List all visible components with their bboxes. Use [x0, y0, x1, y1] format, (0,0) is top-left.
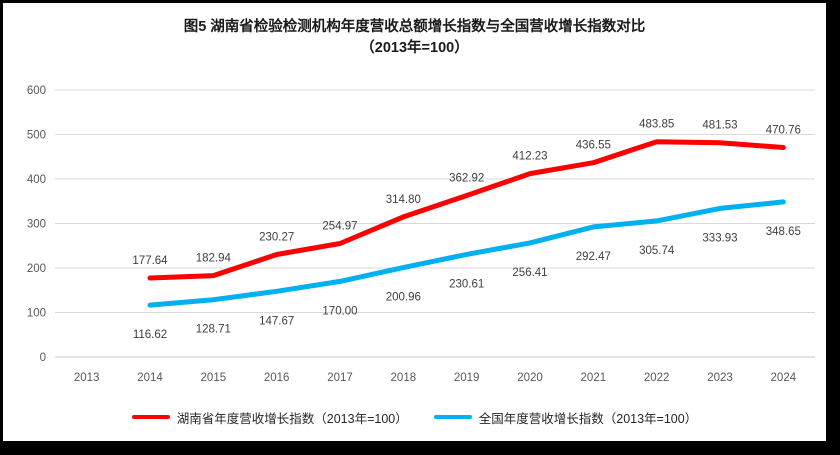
- x-axis-tick-label: 2020: [517, 372, 543, 384]
- x-axis-tick-label: 2014: [137, 372, 163, 384]
- data-label: 256.41: [512, 267, 547, 279]
- legend-label-hunan: 湖南省年度营收增长指数（2013年=100）: [176, 411, 408, 426]
- legend-label-national: 全国年度营收增长指数（2013年=100）: [478, 411, 698, 426]
- x-axis-tick-label: 2022: [644, 372, 670, 384]
- y-axis-tick-label: 200: [27, 263, 46, 275]
- x-axis-tick-label: 2017: [327, 372, 353, 384]
- data-label: 333.93: [702, 232, 737, 244]
- x-axis-tick-label: 2016: [264, 372, 290, 384]
- y-axis-tick-label: 300: [27, 219, 46, 231]
- data-label: 483.85: [639, 119, 674, 131]
- chart-canvas: 图5 湖南省检验检测机构年度营收总额增长指数与全国营收增长指数对比 （2013年…: [3, 3, 826, 441]
- x-axis-tick-label: 2024: [771, 372, 797, 384]
- data-label: 170.00: [322, 305, 357, 317]
- x-axis-tick-label: 2013: [74, 372, 100, 384]
- data-label: 470.76: [766, 125, 801, 137]
- data-label: 314.80: [386, 194, 421, 206]
- data-label: 436.55: [576, 140, 611, 152]
- y-axis-tick-label: 0: [40, 352, 46, 364]
- y-axis-tick-label: 400: [27, 174, 46, 186]
- data-label: 362.92: [449, 173, 484, 185]
- plot-area: 0 100 200 300 400 500 600 2013 2014 2015 2016 2017 2…: [27, 85, 815, 384]
- x-axis-tick-label: 2015: [201, 372, 227, 384]
- legend: 湖南省年度营收增长指数（2013年=100） 全国年度营收增长指数（2013年=…: [3, 404, 826, 430]
- data-label: 147.67: [259, 315, 294, 327]
- x-axis-tick-label: 2018: [391, 372, 417, 384]
- series-line: [147, 139, 786, 281]
- data-label: 481.53: [702, 120, 737, 132]
- data-label: 177.64: [132, 255, 168, 267]
- data-label: 128.71: [196, 324, 231, 336]
- data-label: 348.65: [766, 226, 801, 238]
- data-label: 412.23: [512, 151, 547, 163]
- chart-title-line2: （2013年=100）: [360, 40, 469, 56]
- data-label: 182.94: [196, 253, 232, 265]
- data-label: 230.61: [449, 278, 484, 290]
- data-label: 305.74: [639, 245, 675, 257]
- legend-item-national: 全国年度营收增长指数（2013年=100）: [433, 408, 698, 427]
- chart-title: 图5 湖南省检验检测机构年度营收总额增长指数与全国营收增长指数对比 （2013年…: [3, 17, 826, 59]
- x-axis-tick-label: 2023: [707, 372, 733, 384]
- legend-swatch-national: [433, 414, 472, 420]
- legend-item-hunan: 湖南省年度营收增长指数（2013年=100）: [131, 408, 408, 427]
- data-label: 230.27: [259, 232, 294, 244]
- legend-swatch-hunan: [131, 414, 170, 420]
- y-axis-tick-label: 100: [27, 308, 46, 320]
- y-axis-tick-label: 500: [27, 130, 46, 142]
- chart-title-line1: 图5 湖南省检验检测机构年度营收总额增长指数与全国营收增长指数对比: [183, 19, 646, 35]
- series-line: [147, 199, 786, 308]
- x-axis-tick-label: 2019: [454, 372, 480, 384]
- data-label: 254.97: [322, 221, 357, 233]
- y-axis-tick-label: 600: [27, 85, 46, 97]
- data-label: 292.47: [576, 251, 611, 263]
- x-axis-tick-label: 2021: [581, 372, 607, 384]
- data-label: 116.62: [133, 329, 167, 341]
- data-label: 200.96: [386, 292, 421, 304]
